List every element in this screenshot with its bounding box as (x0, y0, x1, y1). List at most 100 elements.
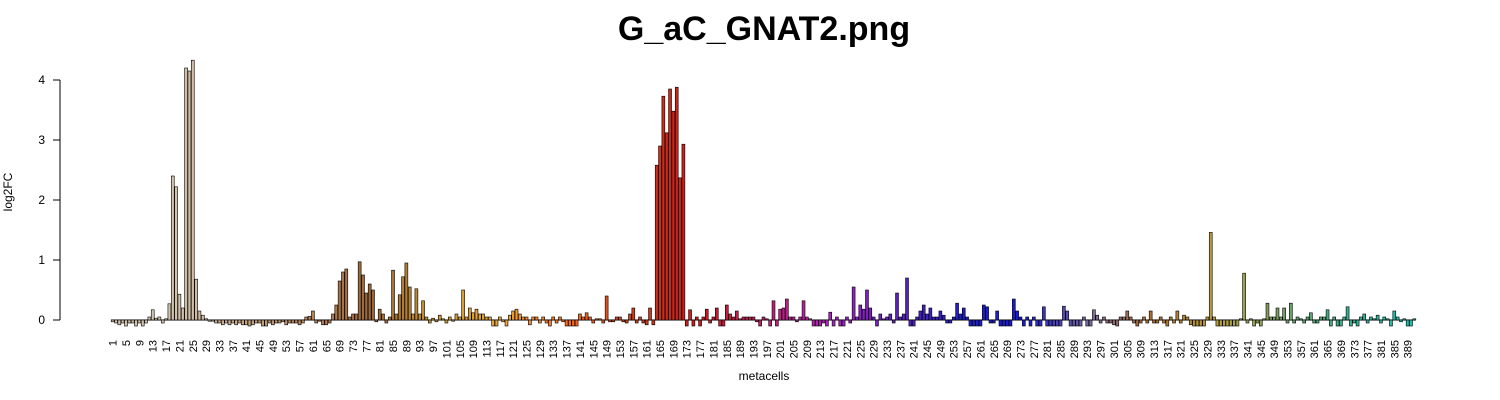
bar-153 (618, 316, 622, 321)
bar-100 (441, 318, 445, 321)
bar-229 (871, 316, 876, 321)
x-tick-label: 289 (1069, 340, 1081, 358)
bar-167 (664, 132, 669, 321)
bar-58 (301, 319, 305, 324)
bar-346 (1262, 318, 1266, 321)
x-tick-label: 281 (1042, 340, 1054, 358)
bar-65 (324, 319, 329, 326)
bar-216 (828, 311, 833, 321)
bar-158 (634, 319, 639, 324)
x-tick-label: 161 (642, 340, 654, 358)
bar-160 (641, 319, 646, 324)
bar-312 (1148, 310, 1153, 321)
bar-31 (211, 319, 215, 322)
x-tick-label: 41 (241, 340, 253, 352)
bar-123 (518, 313, 522, 321)
bar-116 (494, 319, 499, 327)
bar-294 (1088, 319, 1093, 327)
bar-16 (160, 319, 165, 324)
bar-386 (1395, 316, 1400, 321)
bar-67 (331, 313, 335, 321)
bar-45 (257, 319, 262, 324)
x-tick-label: 389 (1403, 340, 1415, 358)
x-tick-label: 121 (508, 340, 520, 358)
bar-57 (297, 319, 302, 326)
x-tick-label: 301 (1109, 340, 1121, 358)
x-tick-label: 225 (855, 340, 867, 358)
bar-104 (454, 313, 459, 321)
x-tick-label: 313 (1149, 340, 1161, 358)
bar-61 (311, 310, 315, 321)
bar-166 (661, 95, 666, 321)
bar-56 (294, 319, 299, 324)
bar-314 (1155, 319, 1160, 324)
bar-325 (1192, 319, 1196, 327)
bar-5 (124, 319, 128, 327)
bar-154 (621, 319, 626, 323)
bar-390 (1409, 319, 1413, 327)
bar-369 (1339, 319, 1343, 327)
bar-128 (534, 316, 539, 321)
bar-206 (795, 319, 799, 323)
bar-40 (241, 319, 245, 326)
bar-76 (361, 274, 365, 321)
bar-335 (1225, 319, 1230, 327)
bar-375 (1359, 316, 1363, 321)
x-tick-label: 61 (308, 340, 320, 352)
bar-329 (1205, 316, 1210, 321)
x-tick-label: 333 (1216, 340, 1228, 358)
x-tick-label: 237 (895, 340, 907, 358)
bar-275 (1025, 316, 1029, 321)
bar-198 (768, 319, 772, 327)
bar-191 (745, 316, 749, 321)
bar-215 (825, 319, 829, 327)
bar-355 (1292, 319, 1296, 324)
bar-21 (177, 293, 182, 321)
bar-340 (1242, 272, 1246, 321)
bar-288 (1068, 319, 1073, 327)
x-tick-label: 365 (1323, 340, 1335, 358)
bar-252 (948, 319, 953, 324)
bar-117 (498, 316, 502, 321)
bar-296 (1095, 314, 1100, 321)
y-tick-label: 1 (38, 253, 45, 267)
x-tick-label: 145 (588, 340, 600, 358)
bar-180 (708, 319, 712, 324)
bar-331 (1212, 316, 1216, 321)
bar-113 (484, 316, 489, 321)
bar-235 (891, 319, 896, 324)
bar-233 (885, 316, 889, 321)
bar-107 (464, 316, 469, 321)
bar-223 (851, 286, 856, 321)
bar-254 (955, 302, 959, 321)
bar-338 (1235, 319, 1240, 327)
bar-291 (1078, 319, 1083, 327)
bar-303 (1118, 316, 1123, 321)
bar-236 (895, 292, 899, 321)
bar-60 (307, 316, 312, 321)
bar-204 (788, 316, 792, 321)
bar-196 (761, 316, 766, 321)
bar-84 (387, 316, 392, 321)
bar-219 (838, 319, 843, 327)
chart-title: G_aC_GNAT2.png (617, 10, 911, 48)
bar-238 (901, 313, 906, 321)
bar-361 (1312, 319, 1316, 324)
x-tick-label: 21 (174, 340, 186, 352)
bar-221 (845, 316, 849, 321)
x-tick-label: 117 (495, 340, 507, 358)
bar-249 (938, 310, 943, 321)
bar-174 (688, 309, 692, 321)
x-tick-label: 81 (375, 340, 387, 352)
bar-264 (988, 319, 993, 324)
bar-371 (1345, 306, 1350, 321)
bar-10 (140, 319, 145, 327)
bar-345 (1259, 319, 1263, 327)
bar-297 (1098, 319, 1103, 324)
x-tick-label: 285 (1056, 340, 1068, 358)
x-tick-label: 337 (1229, 340, 1241, 358)
x-tick-label: 105 (455, 340, 467, 358)
bar-388 (1402, 318, 1407, 321)
x-tick-label: 261 (975, 340, 987, 358)
bar-283 (1052, 319, 1056, 327)
